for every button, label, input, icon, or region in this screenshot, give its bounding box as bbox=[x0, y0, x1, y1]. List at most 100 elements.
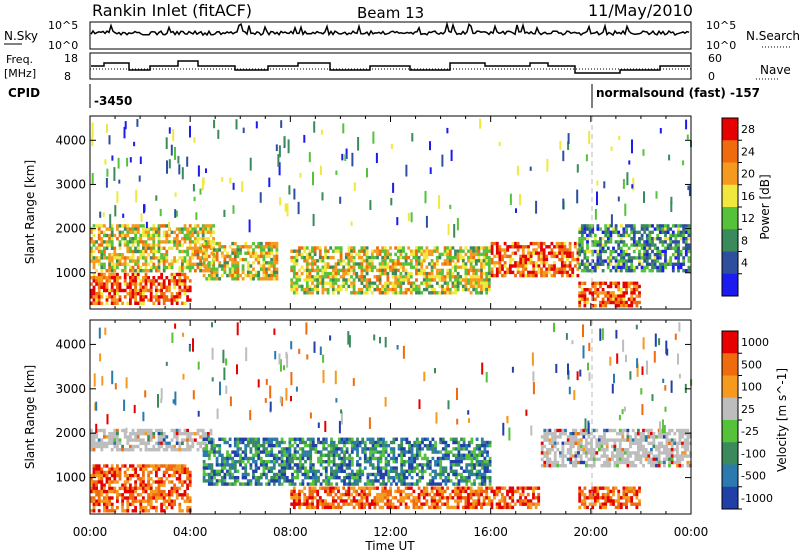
heatmap-cell bbox=[606, 240, 610, 244]
heatmap-cell bbox=[472, 268, 476, 273]
heatmap-cell bbox=[178, 243, 182, 247]
heatmap-cell bbox=[142, 298, 145, 302]
heatmap-cell bbox=[105, 435, 109, 439]
heatmap-cell bbox=[506, 489, 509, 494]
heatmap-cell bbox=[412, 265, 416, 269]
heatmap-cell bbox=[103, 265, 106, 270]
heatmap-cell bbox=[441, 456, 445, 461]
heatmap-cell bbox=[540, 261, 543, 265]
heatmap-cell bbox=[389, 499, 392, 503]
heatmap-cell bbox=[92, 288, 96, 293]
heatmap-cell bbox=[244, 245, 248, 249]
heatmap-cell bbox=[303, 502, 307, 506]
heatmap-cell bbox=[149, 470, 153, 475]
heatmap-cell bbox=[674, 253, 678, 257]
heatmap-cell bbox=[439, 469, 443, 473]
heatmap-cell bbox=[226, 472, 229, 477]
heatmap-cell bbox=[363, 482, 367, 486]
heatmap-cell bbox=[433, 246, 437, 250]
heatmap-cell bbox=[110, 438, 114, 442]
heatmap-cell bbox=[439, 460, 443, 464]
heatmap-cell bbox=[270, 450, 274, 454]
heatmap-cell bbox=[426, 482, 430, 486]
heatmap-cell bbox=[334, 281, 338, 285]
heatmap-cell bbox=[285, 453, 289, 457]
heatmap-cell bbox=[449, 460, 453, 464]
heatmap-cell bbox=[373, 255, 377, 260]
heatmap-cell bbox=[352, 278, 356, 282]
heatmap-cell bbox=[165, 467, 169, 471]
heatmap-cell bbox=[129, 489, 132, 494]
heatmap-cell bbox=[188, 448, 192, 452]
heatmap-cell bbox=[212, 224, 215, 228]
heatmap-cell bbox=[576, 257, 580, 262]
heatmap-cell bbox=[460, 447, 463, 451]
heatmap-cell bbox=[303, 278, 307, 282]
heatmap-cell bbox=[415, 472, 419, 477]
heatmap-cell bbox=[485, 291, 489, 295]
heatmap-cell bbox=[324, 482, 328, 486]
heatmap-cell bbox=[461, 278, 465, 282]
heatmap-cell bbox=[204, 237, 208, 241]
heatmap-cell bbox=[495, 251, 499, 255]
heatmap-cell bbox=[343, 453, 346, 457]
heatmap-cell bbox=[95, 295, 98, 299]
heatmap-cell bbox=[121, 509, 124, 513]
heatmap-cell bbox=[473, 472, 476, 477]
heatmap-cell bbox=[108, 496, 111, 500]
heatmap-cell bbox=[462, 479, 466, 483]
heatmap-cell bbox=[131, 269, 135, 273]
heatmap-cell bbox=[220, 273, 224, 278]
heatmap-cell bbox=[420, 259, 424, 263]
heatmap-cell bbox=[506, 502, 509, 506]
heatmap-cell bbox=[106, 168, 109, 177]
heatmap-cell bbox=[90, 438, 93, 442]
heatmap-cell bbox=[223, 270, 227, 275]
heatmap-cell bbox=[90, 448, 93, 452]
heatmap-cell bbox=[671, 253, 675, 257]
heatmap-cell bbox=[287, 139, 290, 154]
heatmap-cell bbox=[394, 284, 398, 289]
heatmap-cell bbox=[378, 271, 382, 276]
heatmap-cell bbox=[684, 246, 688, 250]
heatmap-cell bbox=[196, 233, 200, 238]
heatmap-cell bbox=[443, 249, 447, 253]
heatmap-cell bbox=[374, 479, 378, 483]
heatmap-cell bbox=[149, 249, 153, 254]
heatmap-cell bbox=[228, 463, 232, 467]
heatmap-cell bbox=[239, 437, 242, 441]
heatmap-cell bbox=[149, 502, 153, 507]
heatmap-cell bbox=[622, 304, 626, 308]
heatmap-cell bbox=[194, 249, 197, 254]
heatmap-cell bbox=[376, 255, 379, 260]
heatmap-cell bbox=[278, 479, 281, 483]
heatmap-cell bbox=[178, 464, 182, 468]
heatmap-cell bbox=[386, 287, 390, 292]
heatmap-cell bbox=[215, 277, 219, 281]
heatmap-cell bbox=[155, 464, 158, 468]
heatmap-cell bbox=[606, 284, 610, 289]
heatmap-cell bbox=[352, 271, 356, 276]
heatmap-cell bbox=[241, 264, 245, 268]
heatmap-cell bbox=[408, 456, 411, 461]
heatmap-cell bbox=[357, 502, 361, 506]
heatmap-cell bbox=[474, 492, 478, 497]
heatmap-cell bbox=[483, 469, 487, 473]
heatmap-cell bbox=[142, 279, 145, 283]
heatmap-cell bbox=[645, 249, 649, 254]
heatmap-cell bbox=[666, 243, 670, 247]
heatmap-cell bbox=[365, 271, 369, 276]
heatmap-cell bbox=[183, 292, 187, 296]
heatmap-cell bbox=[275, 254, 279, 259]
heatmap-cell bbox=[303, 496, 307, 500]
freq-panel: Freq. [MHz] 18 8 60 0 Nave bbox=[4, 52, 791, 83]
heatmap-cell bbox=[142, 428, 145, 433]
heatmap-cell bbox=[485, 262, 489, 266]
heatmap-cell bbox=[331, 278, 335, 282]
heatmap-cell bbox=[292, 486, 296, 490]
heatmap-cell bbox=[337, 505, 340, 510]
heatmap-cell bbox=[446, 255, 450, 260]
heatmap-cell bbox=[322, 466, 326, 470]
heatmap-cell bbox=[485, 246, 489, 250]
heatmap-cell bbox=[92, 448, 96, 452]
